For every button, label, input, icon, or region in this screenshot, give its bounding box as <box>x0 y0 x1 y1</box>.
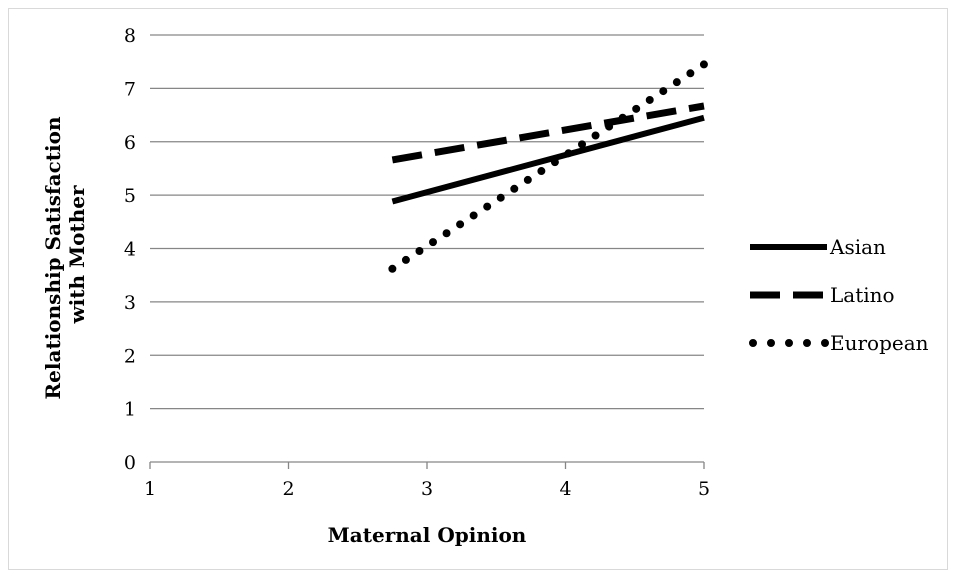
x-tick-label: 5 <box>698 478 710 500</box>
y-tick-label: 3 <box>124 292 136 314</box>
y-axis-title: Relationship Satisfaction with Mother <box>41 110 89 400</box>
legend: Asian Latino European <box>749 235 929 355</box>
x-tick-label: 4 <box>559 478 571 500</box>
legend-label-latino: Latino <box>830 283 895 307</box>
y-tick-label: 1 <box>124 399 136 421</box>
series-line-european <box>388 60 708 273</box>
legend-label-asian: Asian <box>829 235 886 259</box>
x-axis-title: Maternal Opinion <box>328 523 527 547</box>
y-tick-label: 4 <box>124 239 136 261</box>
x-tick-label: 1 <box>144 478 156 500</box>
y-axis-title-line-1: Relationship Satisfaction <box>41 116 65 399</box>
y-tick-label: 2 <box>124 345 136 367</box>
y-axis-title-line-2: with Mother <box>65 185 89 325</box>
x-tick-label: 3 <box>421 478 433 500</box>
series-line-latino <box>391 102 705 164</box>
y-tick-label: 6 <box>124 132 136 154</box>
y-tick-label: 5 <box>124 185 136 207</box>
y-tick-label: 8 <box>124 25 136 47</box>
y-tick-label: 0 <box>124 452 136 474</box>
series-line-asian <box>391 114 705 205</box>
legend-label-european: European <box>830 331 929 355</box>
x-tick-label: 2 <box>282 478 294 500</box>
y-tick-label: 7 <box>124 78 136 100</box>
